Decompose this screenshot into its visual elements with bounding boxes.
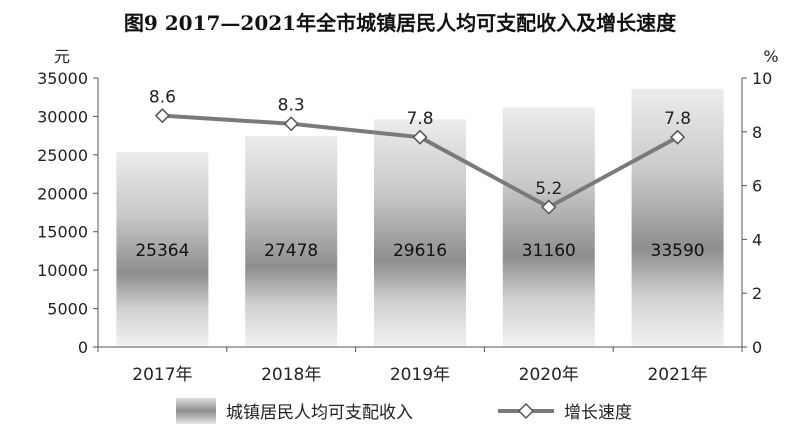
legend-label-line: 增长速度 [564, 403, 632, 423]
growth-rate-point [154, 108, 170, 124]
x-tick-label: 2019年 [390, 365, 450, 385]
growth-rate-point [412, 129, 428, 145]
right-tick-label: 6 [752, 177, 762, 196]
right-tick-label: 0 [752, 338, 762, 357]
x-tick-label: 2018年 [261, 365, 321, 385]
bar-value-label: 27478 [264, 241, 318, 261]
axes-layer: 0 5000 10000 15000 20000 25000 30000 35000 0 2 4 6 8… [37, 69, 772, 385]
legend-swatch-bar [176, 398, 216, 424]
growth-rate-point [283, 116, 299, 132]
right-tick-label: 4 [752, 230, 762, 249]
growth-rate-label: 7.8 [664, 109, 691, 129]
left-tick-label: 30000 [37, 107, 88, 126]
left-tick-label: 5000 [47, 300, 88, 319]
bar-2018年 [245, 135, 338, 347]
legend-swatch-marker [517, 402, 535, 420]
bar-value-label: 31160 [522, 241, 576, 261]
x-tick-label: 2017年 [132, 365, 192, 385]
bar-2019年 [374, 119, 466, 347]
x-tick-label: 2020年 [519, 365, 579, 385]
line-layer [154, 108, 686, 215]
right-tick-label: 8 [752, 123, 762, 142]
right-tick-label: 2 [752, 284, 762, 303]
right-tick-label: 10 [752, 69, 772, 88]
bar-value-label: 25364 [135, 241, 189, 261]
bar-value-label: 29616 [393, 241, 447, 261]
left-tick-label: 20000 [37, 184, 88, 203]
labels-layer: 25364 27478 29616 31160 33590 8.6 8.3 7.8 5.2 7.8 [135, 88, 704, 262]
bar-value-label: 33590 [651, 241, 705, 261]
left-tick-label: 35000 [37, 69, 88, 88]
right-axis-unit: % [763, 47, 778, 66]
left-tick-label: 25000 [37, 146, 88, 165]
growth-rate-label: 5.2 [535, 179, 562, 199]
legend-label-bar: 城镇居民人均可支配收入 [226, 403, 413, 423]
x-tick-label: 2021年 [647, 365, 707, 385]
growth-rate-label: 8.3 [278, 96, 305, 116]
legend: 城镇居民人均可支配收入 增长速度 [176, 398, 632, 424]
bar-2020年 [502, 107, 595, 347]
growth-rate-point [541, 199, 557, 215]
growth-rate-point [670, 129, 686, 145]
bar-2017年 [116, 152, 209, 347]
left-tick-label: 0 [78, 338, 88, 357]
chart-title: 图9 2017—2021年全市城镇居民人均可支配收入及增长速度 [124, 11, 677, 35]
left-tick-label: 15000 [37, 223, 88, 242]
bars-layer [116, 88, 724, 348]
growth-rate-label: 8.6 [149, 88, 176, 108]
left-axis-unit: 元 [54, 47, 70, 66]
left-tick-label: 10000 [37, 261, 88, 280]
growth-rate-label: 7.8 [406, 109, 433, 129]
